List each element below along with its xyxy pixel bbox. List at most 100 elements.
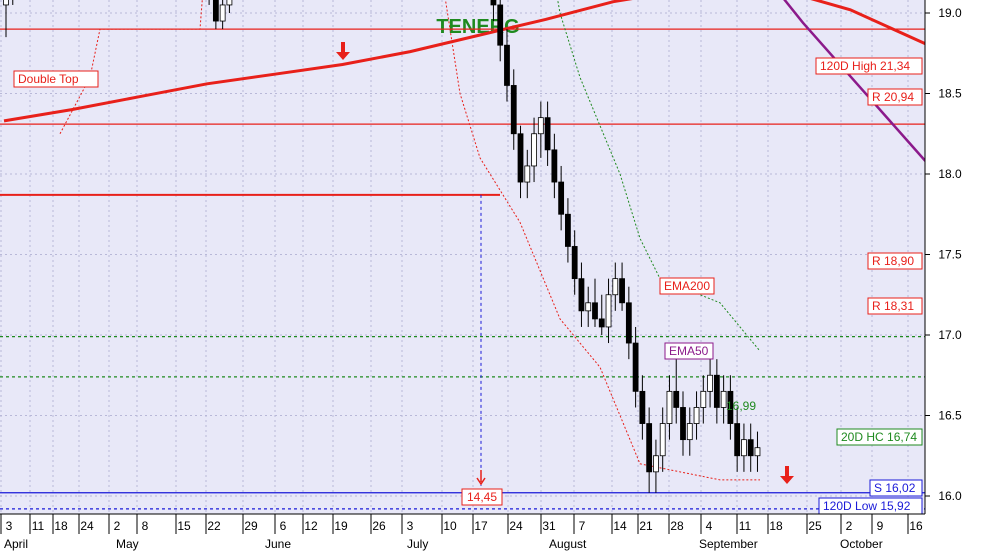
y-tick-label: 18.0 bbox=[938, 167, 962, 181]
candle-body bbox=[707, 374, 713, 392]
candle-body bbox=[727, 390, 734, 424]
x-month-label: October bbox=[840, 537, 883, 551]
x-tick-label: 22 bbox=[207, 519, 221, 533]
x-tick-label: 18 bbox=[54, 519, 68, 533]
candle-body bbox=[551, 149, 558, 183]
x-month-label: September bbox=[699, 537, 758, 551]
candle-body bbox=[646, 423, 653, 473]
x-tick-label: 14 bbox=[613, 519, 627, 533]
level-lines bbox=[0, 28, 925, 510]
candle-body bbox=[212, 0, 219, 22]
label-ema200-box bbox=[659, 277, 715, 295]
x-tick-label: 2 bbox=[846, 519, 853, 533]
label-s-16-02: S 16,02 bbox=[874, 481, 916, 495]
candle-body bbox=[497, 4, 504, 46]
arrow-down-icon bbox=[780, 466, 794, 484]
x-tick-label: 21 bbox=[639, 519, 653, 533]
x-tick-label: 11 bbox=[739, 519, 752, 533]
candle-body bbox=[713, 374, 720, 408]
x-tick-label: 11 bbox=[32, 519, 45, 533]
x-tick-label: 17 bbox=[474, 519, 488, 533]
label-ema200: EMA200 bbox=[664, 279, 710, 293]
label-120d-high-box bbox=[815, 57, 923, 75]
candle-body bbox=[565, 213, 571, 247]
y-axis-panel bbox=[925, 0, 981, 552]
candle-body bbox=[673, 390, 680, 408]
x-month-label: April bbox=[4, 537, 28, 551]
y-tick-label: 17.5 bbox=[938, 248, 962, 262]
label-ema50: EMA50 bbox=[669, 344, 709, 358]
candle-body bbox=[666, 390, 673, 424]
x-month-label: July bbox=[407, 537, 428, 551]
candle-body bbox=[558, 181, 565, 215]
x-tick-label: 24 bbox=[80, 519, 94, 533]
y-tick-label: 16.5 bbox=[938, 409, 962, 423]
label-120d-high: 120D High 21,34 bbox=[820, 59, 910, 73]
candle-body bbox=[720, 390, 727, 408]
x-tick-label: 9 bbox=[877, 519, 884, 533]
candle-body bbox=[653, 455, 659, 473]
candle-body bbox=[734, 423, 741, 457]
candles bbox=[3, 0, 761, 493]
candle-body bbox=[578, 278, 585, 312]
candle-body bbox=[639, 390, 646, 424]
candle-body bbox=[510, 85, 517, 135]
x-axis: 3 11 18 24 2 8 15 22 29 6 12 19 26 3 10 17 24 31 7 14 21 28 4 1… bbox=[0, 513, 925, 552]
x-tick-label: 10 bbox=[443, 519, 457, 533]
candle-body bbox=[747, 439, 754, 457]
label-double-top: Double Top bbox=[18, 72, 79, 86]
candle-body bbox=[504, 44, 510, 86]
x-tick-label: 7 bbox=[579, 519, 586, 533]
x-tick-label: 3 bbox=[6, 519, 13, 533]
label-r-18-31-box bbox=[867, 297, 923, 315]
x-tick-label: 6 bbox=[280, 519, 287, 533]
candle-body bbox=[700, 390, 707, 408]
candle-body bbox=[754, 447, 761, 457]
candle-body bbox=[741, 439, 747, 457]
x-tick-label: 15 bbox=[177, 519, 191, 533]
candle-body bbox=[598, 318, 605, 328]
label-14-45: 14,45 bbox=[467, 490, 497, 504]
candle-body bbox=[537, 117, 544, 135]
candle-body bbox=[585, 302, 592, 312]
label-r-18-90-box bbox=[867, 252, 923, 270]
candle-body bbox=[632, 342, 639, 392]
y-tick-label: 18.5 bbox=[938, 87, 962, 101]
label-20d-hc: 20D HC 16,74 bbox=[841, 430, 917, 444]
label-r-18-90: R 18,90 bbox=[872, 254, 914, 268]
candle-body bbox=[524, 165, 531, 183]
candle-body bbox=[619, 278, 625, 304]
candle-body bbox=[544, 117, 551, 151]
y-axis: 16.016.517.017.518.018.519.019.520.020.5… bbox=[924, 0, 981, 552]
label-20d-hc-box bbox=[836, 428, 923, 446]
candle-body bbox=[592, 302, 598, 320]
arrow-down-icon bbox=[336, 42, 350, 60]
x-tick-label: 18 bbox=[769, 519, 783, 533]
stop-line-green bbox=[557, 0, 761, 352]
label-14-45-box bbox=[461, 488, 503, 506]
candle-body bbox=[517, 133, 524, 183]
x-tick-label: 16 bbox=[909, 519, 923, 533]
candle-body bbox=[686, 423, 693, 441]
y-tick-label: 19.0 bbox=[938, 6, 962, 20]
label-s-16-02-box bbox=[869, 479, 923, 497]
x-tick-label: 3 bbox=[407, 519, 414, 533]
candle-body bbox=[693, 407, 700, 424]
candle-body bbox=[490, 0, 497, 6]
x-month-label: August bbox=[549, 537, 587, 551]
plot-background bbox=[0, 0, 925, 514]
x-month-label: May bbox=[116, 537, 139, 551]
label-r-18-31: R 18,31 bbox=[872, 299, 914, 313]
x-tick-label: 8 bbox=[142, 519, 149, 533]
x-tick-label: 28 bbox=[670, 519, 684, 533]
x-month-label: June bbox=[265, 537, 291, 551]
candle-body bbox=[571, 246, 578, 280]
label-double-top-box bbox=[13, 70, 99, 88]
label-16-99: 16,99 bbox=[726, 399, 756, 413]
y-tick-label: 17.0 bbox=[938, 328, 962, 342]
label-r-20-94-box bbox=[867, 88, 923, 106]
x-tick-label: 4 bbox=[706, 519, 713, 533]
arrow-small-icon bbox=[476, 470, 486, 486]
candle-body bbox=[3, 0, 9, 6]
